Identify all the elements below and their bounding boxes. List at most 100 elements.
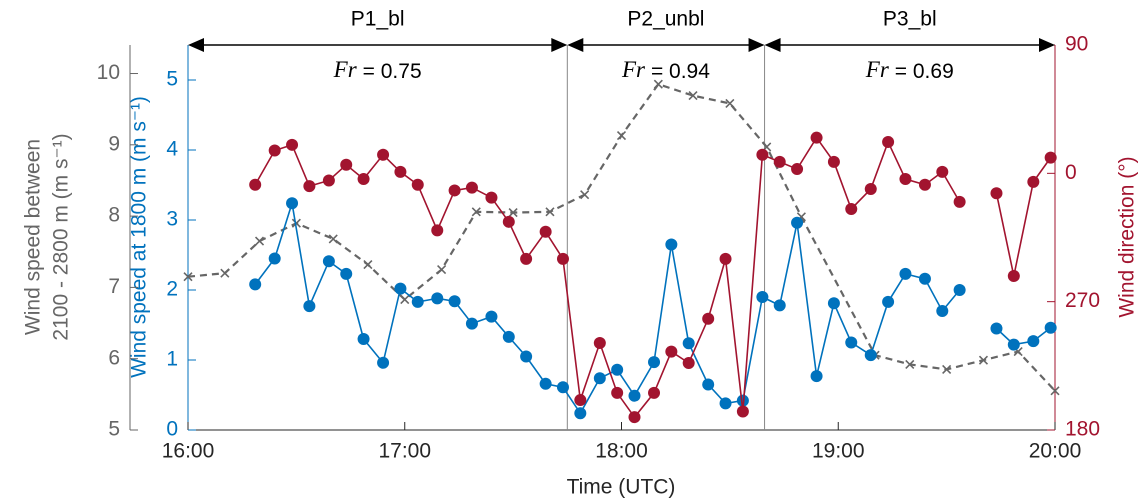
point-marker — [810, 131, 823, 144]
point-marker — [845, 336, 858, 349]
point-marker — [719, 397, 732, 410]
point-marker — [827, 155, 840, 168]
point-marker — [936, 305, 949, 317]
x-tick-label: 18:00 — [595, 440, 648, 463]
x-marker — [1050, 386, 1060, 396]
x-tick-label: 19:00 — [812, 440, 865, 463]
point-marker — [918, 178, 931, 191]
point-marker — [574, 407, 587, 420]
x-marker — [688, 91, 698, 101]
point-marker — [485, 191, 498, 204]
x-axis-label: Time (UTC) — [567, 476, 676, 499]
point-marker — [377, 148, 390, 161]
froude-symbol: Fr — [621, 57, 646, 82]
froude-symbol: Fr — [333, 57, 358, 82]
point-marker — [702, 312, 715, 325]
point-marker — [648, 356, 661, 369]
x-marker — [508, 207, 518, 218]
point-marker — [556, 381, 569, 394]
point-marker — [611, 363, 624, 376]
x-marker — [291, 218, 301, 228]
point-marker — [539, 225, 552, 238]
x-tick-label: 16:00 — [162, 440, 215, 463]
point-marker — [736, 405, 749, 418]
point-marker — [899, 173, 912, 186]
point-marker — [485, 310, 498, 323]
point-marker — [827, 297, 840, 310]
point-marker — [249, 278, 262, 291]
x-tick-label: 20:00 — [1029, 440, 1082, 463]
series-line — [254, 136, 1052, 419]
x-marker — [400, 294, 410, 305]
point-marker — [431, 292, 444, 305]
point-marker — [719, 252, 732, 265]
y3-axis-label: 2100 - 2800 m (m s⁻¹) — [50, 133, 73, 340]
y-tick-label: 4 — [166, 138, 178, 161]
point-marker — [736, 394, 749, 407]
point-marker — [756, 148, 769, 161]
point-marker — [845, 202, 858, 215]
point-marker — [773, 155, 786, 168]
point-marker — [593, 337, 606, 350]
y3-tick-label: 10 — [97, 61, 120, 84]
point-marker — [953, 284, 966, 296]
point-marker — [502, 330, 515, 343]
point-marker — [628, 411, 641, 424]
period-label: P3_bl — [883, 8, 937, 31]
y3-axis-label: Wind speed between — [22, 139, 45, 335]
y-tick-label: 3 — [166, 208, 178, 231]
froude-label: Fr = 0.69 — [865, 57, 954, 82]
point-marker — [990, 187, 1003, 200]
point-marker — [791, 216, 804, 229]
point-marker — [682, 337, 695, 350]
point-marker — [882, 295, 895, 308]
x-tick-label: 17:00 — [378, 440, 431, 463]
point-marker — [340, 267, 353, 280]
point-marker — [1027, 175, 1040, 188]
y2-tick-label: 180 — [1065, 418, 1100, 441]
y3-tick-label: 8 — [108, 204, 120, 227]
point-marker — [702, 378, 715, 391]
point-marker — [864, 349, 877, 362]
point-marker — [411, 178, 424, 191]
point-marker — [864, 183, 877, 196]
series-line — [187, 82, 1056, 392]
point-marker — [791, 163, 804, 176]
x-marker — [978, 355, 989, 365]
y-tick-label: 5 — [166, 68, 178, 91]
y-tick-label: 0 — [166, 418, 178, 441]
point-marker — [357, 173, 370, 186]
y2-tick-label: 0 — [1065, 161, 1077, 184]
x-marker — [471, 207, 481, 217]
y-axis-label: Wind speed at 1800 m (m s⁻¹) — [128, 96, 151, 378]
point-marker — [918, 272, 931, 285]
point-marker — [574, 394, 587, 407]
x-marker — [545, 207, 555, 217]
point-marker — [682, 356, 695, 369]
x-marker — [220, 268, 230, 278]
froude-label: Fr = 0.75 — [333, 57, 422, 82]
point-marker — [322, 255, 335, 268]
point-marker — [810, 370, 823, 383]
point-marker — [322, 174, 335, 187]
series-line — [254, 202, 1052, 415]
point-marker — [665, 238, 678, 251]
point-marker — [756, 291, 769, 303]
point-marker — [953, 195, 966, 208]
point-marker — [936, 165, 949, 178]
point-marker — [611, 386, 624, 399]
point-marker — [1044, 151, 1057, 164]
point-marker — [286, 197, 299, 210]
point-marker — [465, 181, 478, 194]
point-marker — [593, 372, 606, 385]
y3-tick-label: 6 — [108, 346, 120, 369]
point-marker — [882, 135, 895, 148]
x-marker — [616, 130, 627, 141]
point-marker — [249, 178, 262, 191]
period-label: P2_unbl — [627, 8, 704, 31]
y3-tick-label: 5 — [108, 418, 120, 441]
y3-tick-label: 7 — [108, 275, 120, 298]
point-marker — [268, 144, 281, 157]
point-marker — [990, 322, 1003, 335]
